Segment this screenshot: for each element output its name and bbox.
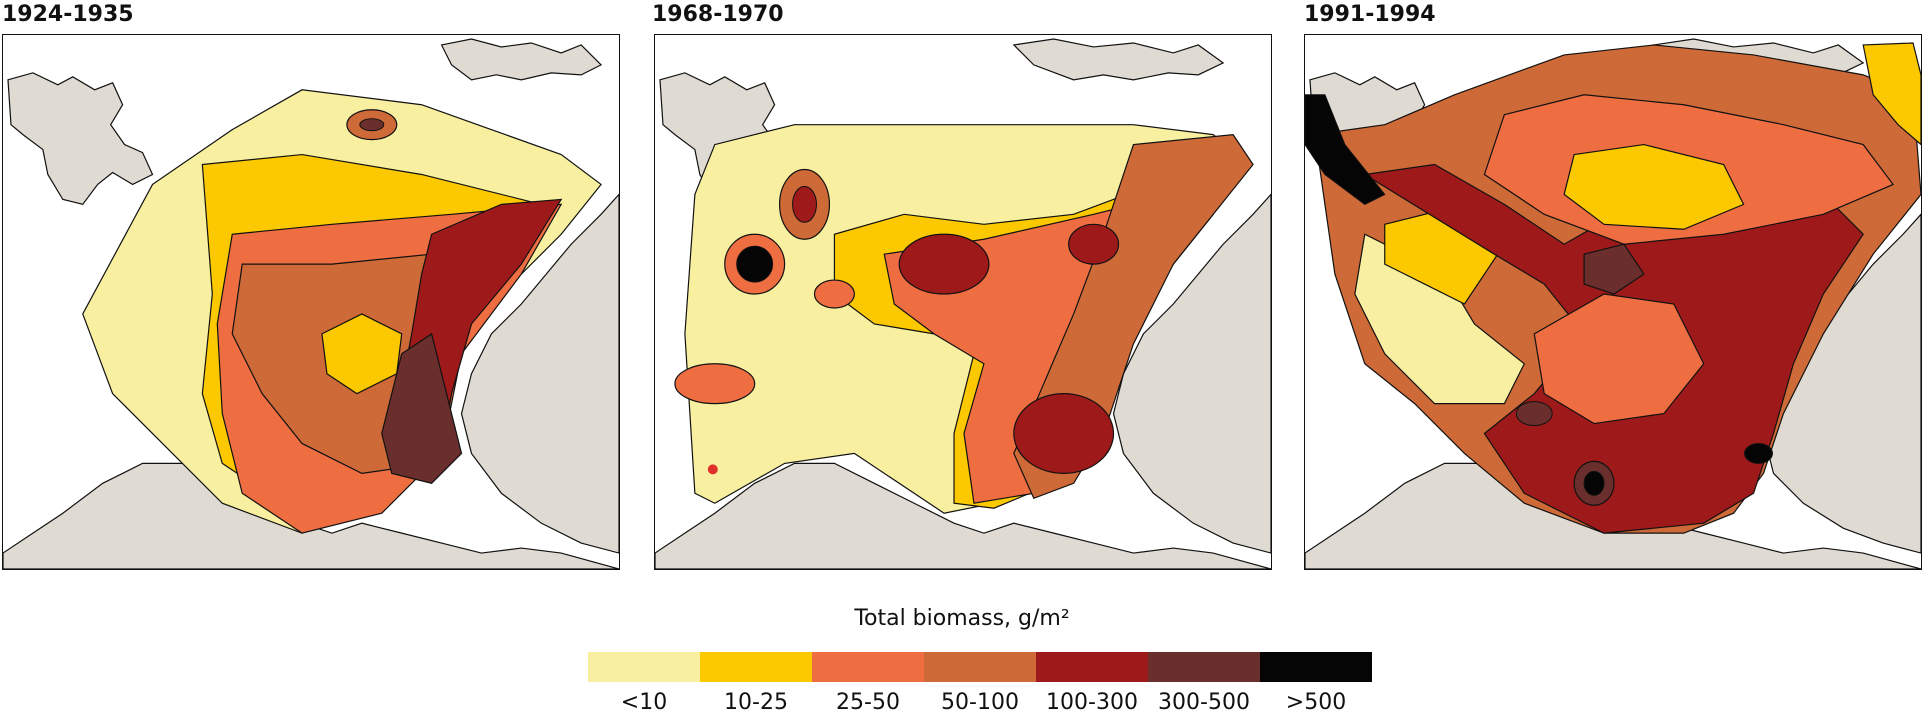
novaya-zemlya-land [1112,193,1271,554]
legend-swatch-10-25 [700,652,812,682]
legend-swatch-300-500 [1148,652,1260,682]
novaya-zemlya-land [460,193,619,554]
legend-swatch-100-300 [1036,652,1148,682]
legend-title: Total biomass, g/m² [854,606,1070,631]
map-panel-1924-1935 [2,34,620,570]
panel-title-2: 1968-1970 [652,2,784,27]
legend-label-gt500: >500 [1285,690,1347,715]
biomass-map-1968-1970 [655,38,1271,569]
biomass-map-1991-1994 [1305,38,1921,569]
panel-title-3: 1991-1994 [1304,2,1436,27]
legend-swatch-lt10 [588,652,700,682]
island-land [1012,38,1225,81]
map-panel-1991-1994 [1304,34,1922,570]
norway-land [655,462,1271,569]
legend-label-25-50: 25-50 [836,690,900,715]
legend-label-50-100: 50-100 [941,690,1019,715]
island-land [440,38,603,81]
legend-label-lt10: <10 [620,690,668,715]
legend-label-100-300: 100-300 [1046,690,1138,715]
svalbard-land [7,72,154,206]
legend-swatch-25-50 [812,652,924,682]
legend-color-bar [588,652,1372,682]
legend-label-300-500: 300-500 [1158,690,1250,715]
biomass-map-1924-1935 [3,38,619,569]
map-panel-1968-1970 [654,34,1272,570]
legend-swatch-50-100 [924,652,1036,682]
legend-label-10-25: 10-25 [724,690,788,715]
legend-swatch-gt500 [1260,652,1372,682]
panel-title-1: 1924-1935 [2,2,134,27]
legend-labels: <10 10-25 25-50 50-100 100-300 300-500 >… [588,688,1372,718]
